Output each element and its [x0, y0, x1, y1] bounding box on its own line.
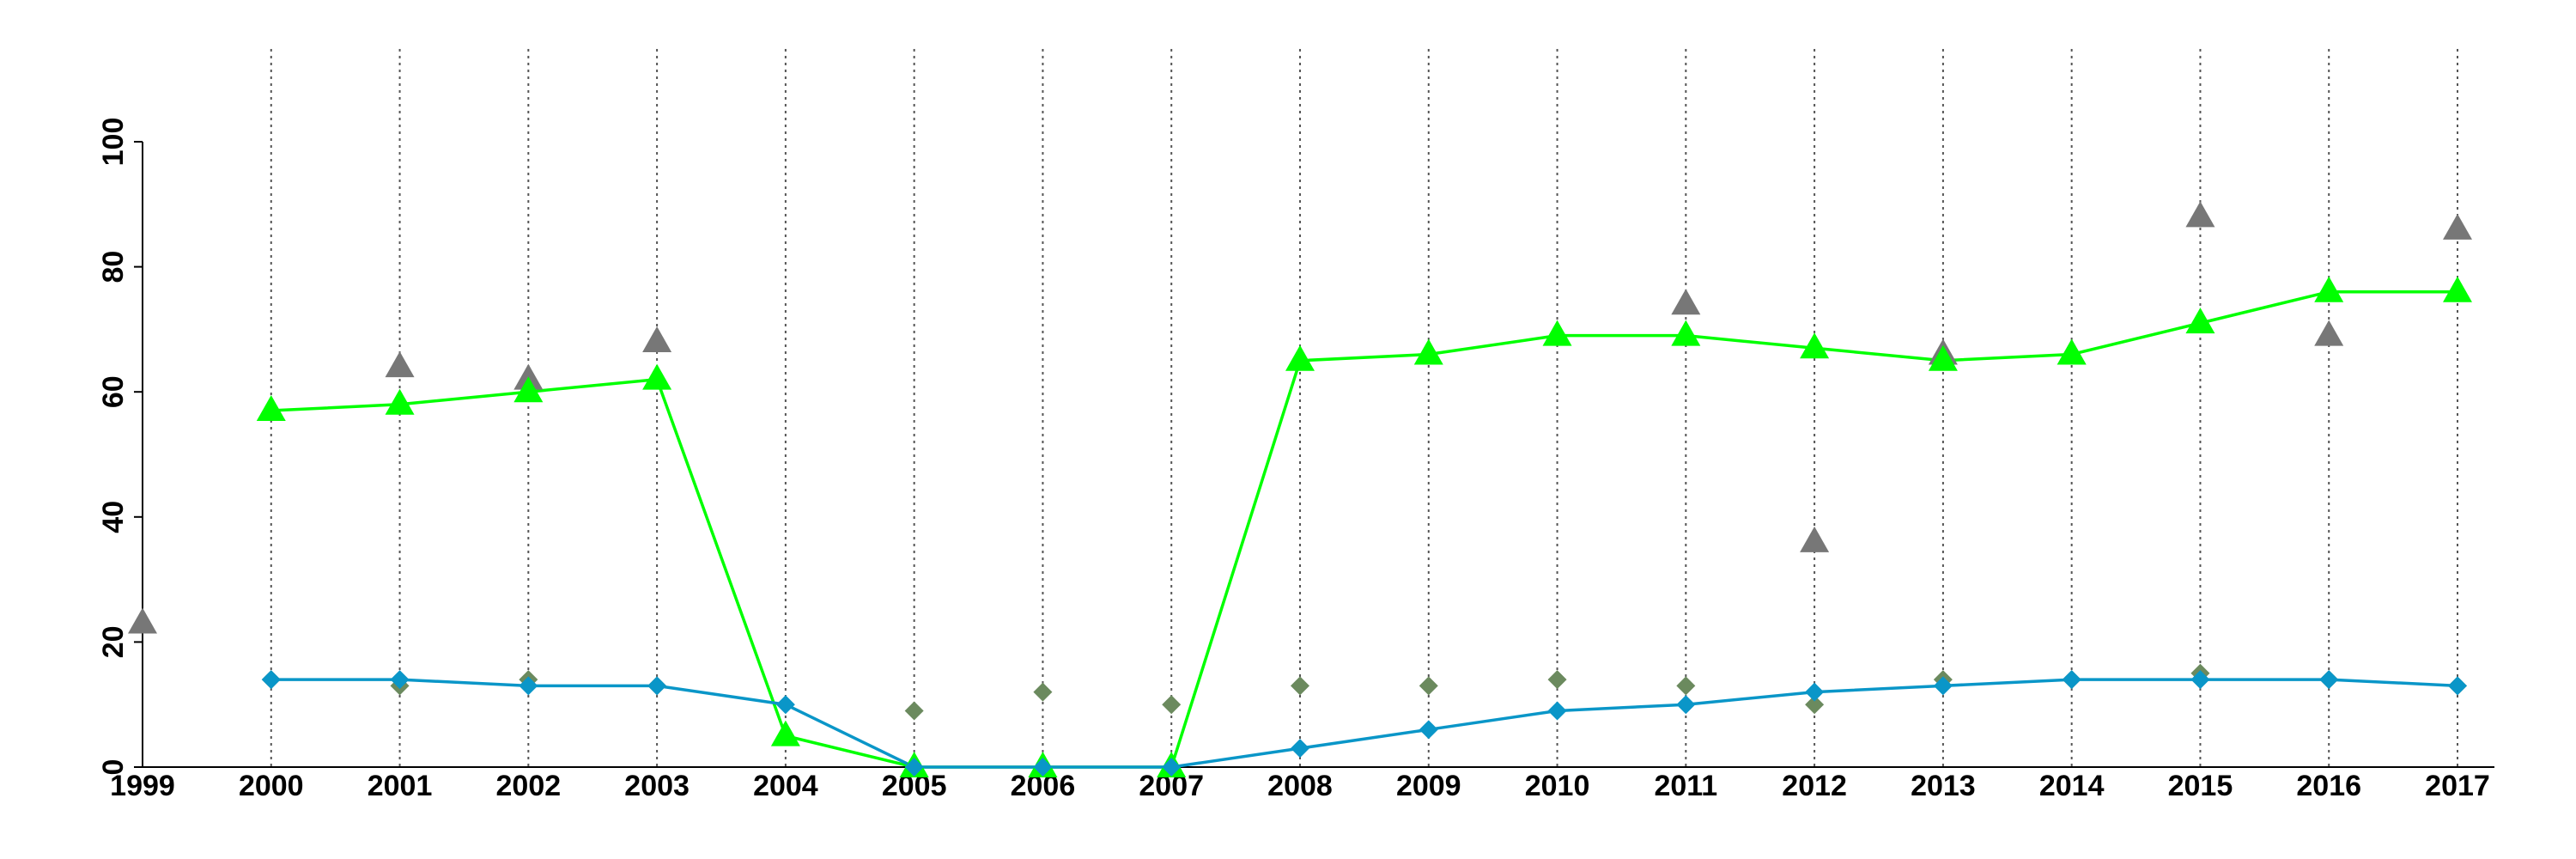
x-tick-label: 2009 — [1396, 770, 1461, 802]
diamond-marker — [1033, 758, 1053, 777]
x-tick-label: 2001 — [368, 770, 433, 802]
x-tick-label: 2010 — [1525, 770, 1590, 802]
triangle-marker — [1928, 344, 1958, 371]
x-tick-label: 2004 — [753, 770, 818, 802]
x-tick-label: 2002 — [496, 770, 562, 802]
diamond-marker — [519, 676, 538, 696]
triangle-marker — [2443, 276, 2472, 302]
x-tick-label: 1999 — [110, 770, 175, 802]
diamond-marker — [1547, 701, 1567, 721]
diamond-marker — [1291, 739, 1309, 758]
triangle-marker — [770, 720, 800, 746]
x-tick-label: 2013 — [1911, 770, 1976, 802]
triangle-marker — [2185, 201, 2215, 228]
diamond-marker — [647, 676, 667, 696]
diamond-marker — [1419, 676, 1438, 696]
x-tick-label: 2016 — [2296, 770, 2361, 802]
diamond-marker — [1162, 695, 1182, 715]
series-line — [270, 289, 2458, 769]
triangle-marker — [2443, 213, 2472, 240]
diamond-marker — [1033, 682, 1053, 702]
diamond-marker — [2448, 676, 2467, 696]
triangle-marker — [513, 376, 544, 403]
diamond-marker — [775, 695, 795, 715]
triangle-marker — [2057, 338, 2087, 365]
diamond-marker — [1547, 670, 1567, 690]
x-tick-label: 2003 — [624, 770, 690, 802]
diamond-marker — [1676, 676, 1696, 696]
triangle-marker — [1671, 320, 1701, 346]
triangle-marker — [1285, 344, 1315, 371]
triangle-marker — [2314, 276, 2344, 302]
diamond-marker — [904, 701, 924, 721]
diamond-marker — [390, 670, 410, 690]
x-tick-label: 2000 — [239, 770, 304, 802]
y-tick-label: 80 — [97, 251, 130, 283]
triangle-marker — [2314, 320, 2344, 346]
y-tick-label: 40 — [97, 501, 130, 533]
x-tick-label: 2017 — [2425, 770, 2490, 802]
diamond-marker — [2319, 670, 2339, 690]
triangle-marker — [1413, 338, 1443, 365]
diamond-marker — [1676, 695, 1696, 715]
diamond-marker — [2062, 670, 2081, 690]
diamond-marker — [1805, 695, 1825, 715]
triangle-marker — [1542, 320, 1572, 346]
y-tick-label: 0 — [97, 759, 130, 776]
series-line — [270, 678, 2458, 769]
y-tick-label: 60 — [97, 375, 130, 408]
diamond-marker — [1933, 676, 1953, 696]
x-tick-label: 2008 — [1267, 770, 1333, 802]
triangle-marker — [1800, 332, 1830, 359]
triangle-marker — [2185, 308, 2215, 334]
x-tick-label: 2011 — [1654, 770, 1717, 802]
y-tick-label: 100 — [97, 118, 130, 167]
triangle-marker — [385, 351, 415, 378]
x-tick-label: 2012 — [1782, 770, 1847, 802]
x-tick-label: 2014 — [2039, 770, 2105, 802]
triangle-marker — [385, 388, 415, 415]
diamond-marker — [2190, 670, 2210, 690]
diamond-marker — [1162, 758, 1182, 777]
triangle-marker — [1800, 526, 1830, 552]
diamond-marker — [1291, 676, 1309, 696]
triangle-marker — [128, 607, 157, 634]
diamond-marker — [904, 758, 924, 777]
triangle-marker — [1671, 289, 1701, 315]
triangle-marker — [642, 363, 672, 390]
diamond-marker — [1419, 720, 1438, 740]
triangle-marker — [256, 395, 286, 422]
diamond-marker — [1805, 682, 1825, 702]
diamond-marker — [261, 670, 281, 690]
y-tick-label: 20 — [97, 625, 130, 658]
triangle-marker — [642, 326, 672, 352]
x-tick-label: 2015 — [2168, 770, 2233, 802]
